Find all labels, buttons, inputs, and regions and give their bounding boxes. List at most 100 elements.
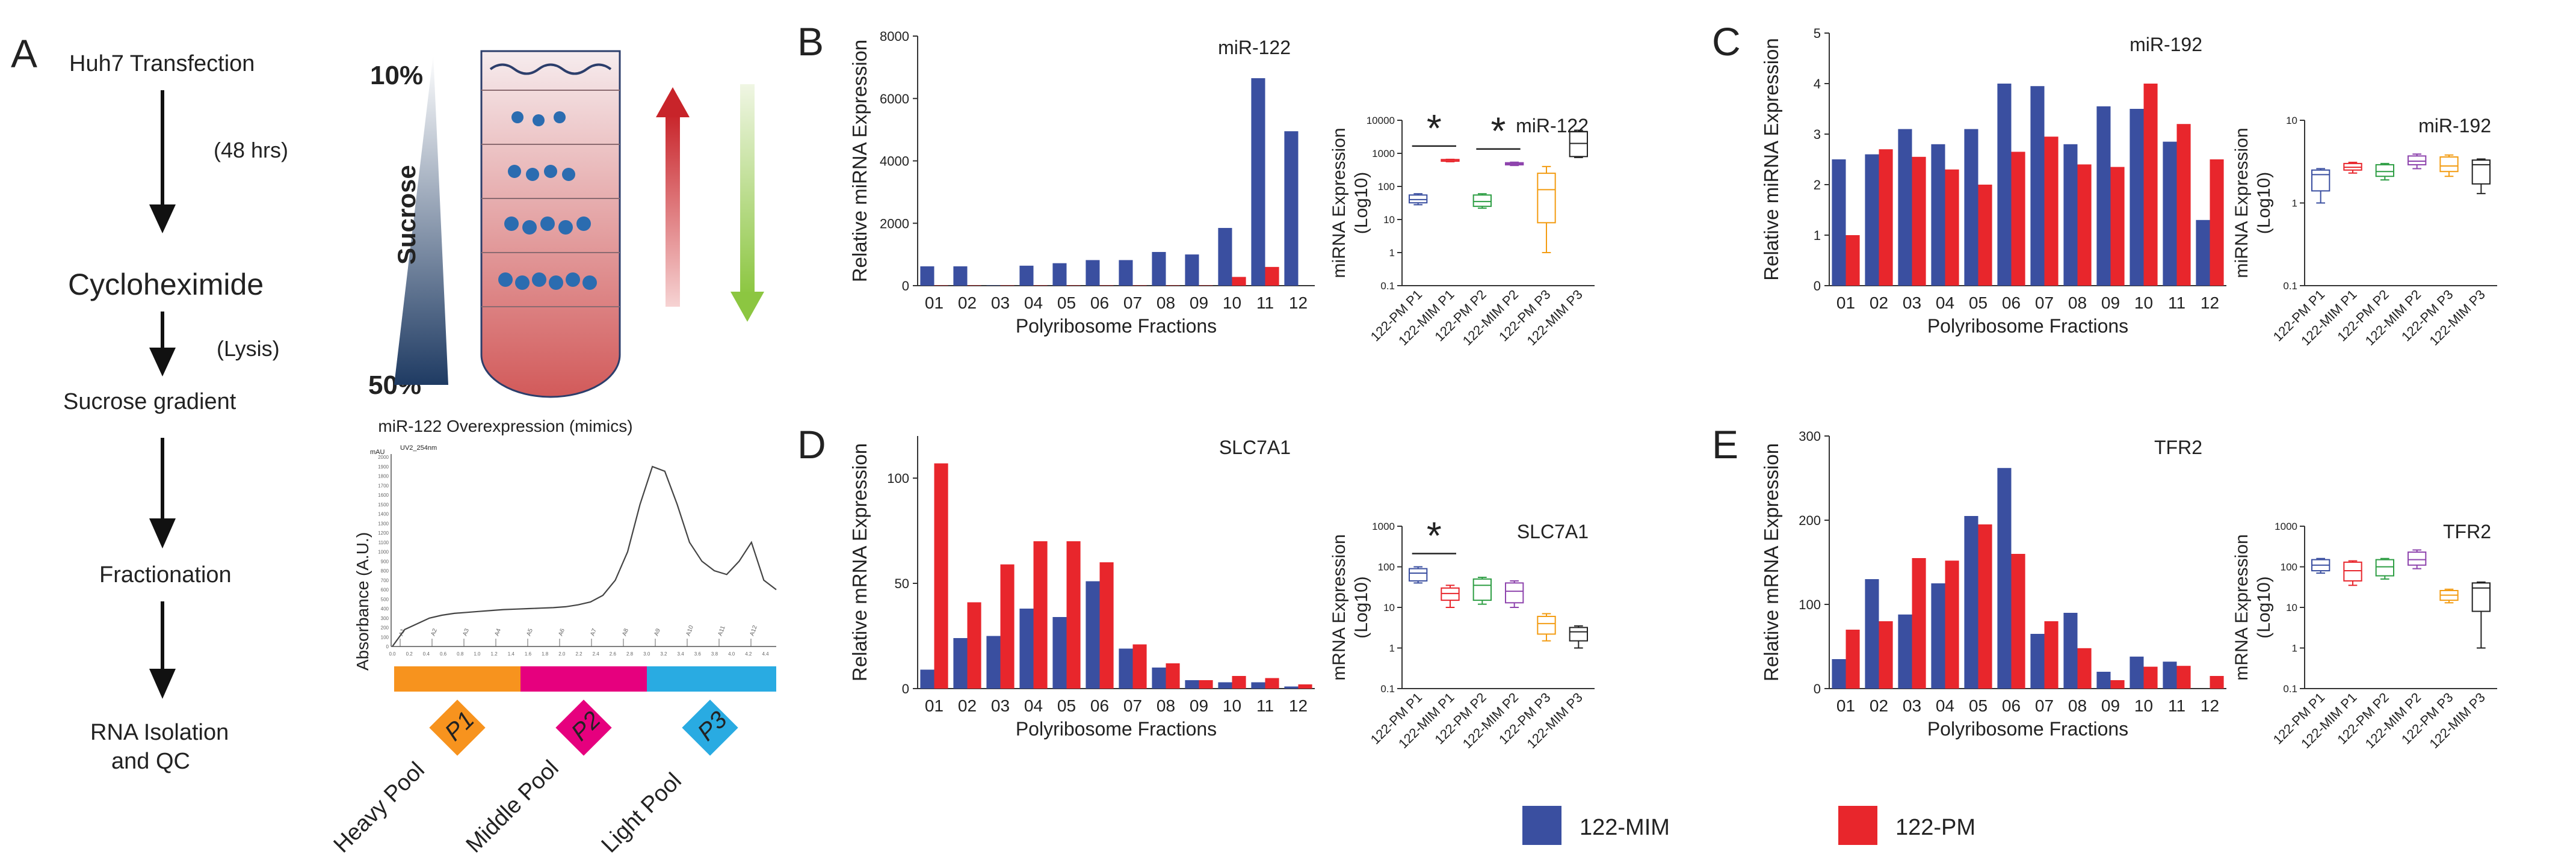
y-axis-label-unit: (Log10) [1351,172,1371,234]
x-tick-label: 04 [1024,293,1043,312]
profile-ytick: 1200 [378,530,389,536]
bar-mim-11 [1251,78,1265,286]
y-tick-label: 5 [1814,26,1821,41]
workflow-step-rna: RNA Isolation [90,720,229,745]
bar-mim-07 [2030,634,2045,689]
x-tick-label: 02 [1870,293,1888,312]
x-axis-label: Polyribosome Fractions [1016,718,1217,740]
x-tick-label: 07 [1123,293,1142,312]
box-122-mim-p1 [1441,585,1460,608]
profile-ytick: 600 [381,588,389,593]
bar-pm-03 [1000,564,1015,689]
y-tick-label: 100 [1378,562,1395,573]
bar-mim-08 [2063,144,2078,286]
profile-xtick: 3.4 [678,651,685,657]
workflow-arrowhead-2 [149,348,176,376]
bar-pm-09 [1199,285,1213,286]
bar-mim-12 [1284,131,1299,286]
box-body [2375,164,2395,177]
profile-xtick: 2.4 [593,651,600,657]
bar-pm-01 [1846,235,1860,286]
x-tick-label: 12 [2201,696,2219,715]
box-body [1537,615,1556,635]
profile-xtick: 1.4 [508,651,515,657]
x-tick-label: 08 [1157,696,1175,715]
x-tick-label: 09 [1190,696,1208,715]
profile-ytick: 400 [381,606,389,612]
bar-mim-09 [2096,106,2111,286]
bar-mim-03 [986,285,1001,286]
bar-pm-01 [934,463,948,689]
bar-pm-12 [2210,676,2224,689]
profile-xtick: 1.8 [542,651,549,657]
workflow-step-qc: and QC [111,749,190,774]
box-122-mim-p1 [2343,161,2362,174]
box-122-mim-p3 [2471,158,2491,194]
legend-label-mim: 122-MIM [1580,815,1670,840]
profile-ytick: 500 [381,597,389,602]
significance-star: * [1491,109,1506,153]
x-tick-label: 03 [991,696,1010,715]
box-122-mim-p2 [1505,161,1524,167]
x-tick-label: 06 [2002,696,2021,715]
y-tick-label: 1 [1814,228,1821,243]
x-axis-label: Polyribosome Fractions [1927,718,2128,740]
x-tick-label: 01 [1836,293,1855,312]
y-tick-label: 0 [902,681,909,696]
box-122-pm-p1 [2311,168,2330,204]
bar-pm-04 [1945,560,1959,689]
x-tick-label: 08 [1157,293,1175,312]
y-tick-label: 0.1 [1380,280,1395,292]
y-tick-label: 300 [1799,429,1821,444]
absorbance-trace [392,465,777,647]
x-tick-label: 02 [958,293,977,312]
x-tick-label: 11 [1256,696,1274,715]
y-tick-label: 1000 [2275,521,2297,532]
profile-ytick: 300 [381,616,389,621]
bar-pm-11 [2176,124,2191,286]
x-tick-label: 10 [2134,293,2153,312]
box-122-pm-p3 [2439,588,2459,604]
x-tick-label: 05 [1969,696,1988,715]
bar-pm-07 [2044,137,2059,286]
bar-pm-05 [1066,541,1081,689]
y-tick-label: 100 [887,471,909,486]
workflow-step-lysis: (Lysis) [217,336,280,361]
bar-mim-08 [1152,251,1166,286]
y-axis-label: miRNA Expression [1329,127,1349,278]
bar-mim-05 [1052,263,1067,286]
bar-pm-09 [2110,680,2125,689]
box-122-pm-p3 [1537,165,1556,253]
bar-pm-07 [1132,644,1147,689]
x-tick-label: 12 [2201,293,2219,312]
y-tick-label: 4 [1814,76,1821,91]
profile-xtick: 1.6 [525,651,532,657]
y-axis-label: Relative mRNA Expression [848,443,871,681]
bar-mim-08 [1152,668,1166,689]
bar-mim-11 [2163,662,2177,689]
profile-xtick: 4.4 [762,651,769,657]
bar-mim-03 [986,636,1001,689]
box-122-mim-p3 [2471,581,2491,649]
profile-xtick: 0.2 [406,651,413,657]
absorbance-profile: miR-122 Overexpression (mimics) Absorban… [353,417,777,671]
pool-bar-middle [520,666,647,692]
bar-mim-01 [1832,159,1846,286]
y-tick-label: 0 [1814,278,1821,293]
box-122-pm-p3 [2439,154,2459,177]
chart-d-bar: 0 50 100 01 02 03 04 05 06 07 08 09 10 11 12 Polyriboso… [848,436,1315,740]
box-122-pm-p2 [2375,162,2395,181]
chart-title: TFR2 [2154,437,2202,458]
box-body [1409,194,1428,204]
x-tick-label: 06 [2002,293,2021,312]
x-tick-label: 06 [1090,696,1109,715]
bar-mim-04 [1019,609,1034,689]
bar-pm-05 [1978,524,1992,689]
bar-mim-02 [1865,154,1879,286]
y-tick-label: 6000 [880,91,909,106]
profile-ytick: 700 [381,578,389,583]
